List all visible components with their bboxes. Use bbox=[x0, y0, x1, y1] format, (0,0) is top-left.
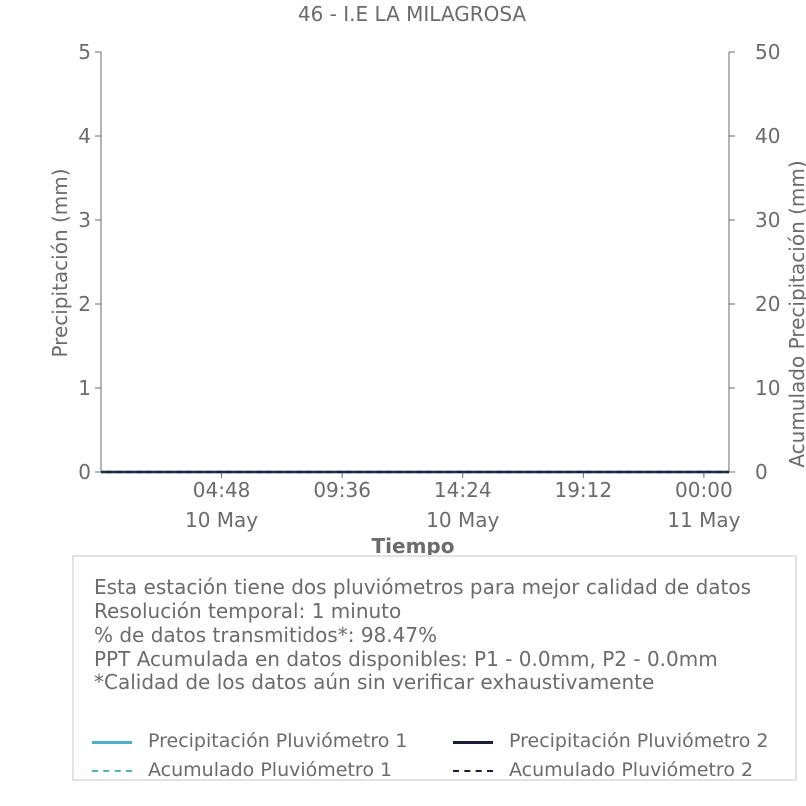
chart-title: 46 - I.E LA MILAGROSA bbox=[298, 2, 527, 26]
right-y-tick-label: 30 bbox=[755, 208, 780, 232]
right-y-tick-label: 10 bbox=[755, 376, 780, 400]
legend-label: Acumulado Pluviómetro 2 bbox=[509, 759, 754, 781]
legend-label: Precipitación Pluviómetro 1 bbox=[148, 730, 408, 752]
legend-line-dashed-teal bbox=[92, 770, 132, 772]
right-y-tick-label: 50 bbox=[755, 40, 780, 64]
right-y-tick-label: 40 bbox=[755, 124, 780, 148]
precipitation-chart: 46 - I.E LA MILAGROSA 012345010203040500… bbox=[48, 2, 806, 558]
x-axis-title: Tiempo bbox=[372, 534, 455, 558]
left-y-tick-label: 5 bbox=[78, 40, 91, 64]
x-tick-label-date: 11 May bbox=[667, 508, 740, 532]
left-y-tick-label: 2 bbox=[78, 292, 91, 316]
info-line-quality-note: *Calidad de los datos aún sin verificar … bbox=[94, 670, 655, 694]
x-tick-label-date: 10 May bbox=[185, 508, 258, 532]
legend-line-solid-teal bbox=[92, 741, 132, 744]
legend-label: Acumulado Pluviómetro 1 bbox=[148, 759, 393, 781]
left-y-tick-label: 1 bbox=[78, 376, 91, 400]
left-y-tick-label: 3 bbox=[78, 208, 91, 232]
x-tick-label-time: 00:00 bbox=[675, 478, 733, 502]
info-line-resolution: Resolución temporal: 1 minuto bbox=[94, 599, 402, 623]
x-tick-label-time: 14:24 bbox=[434, 478, 492, 502]
legend-label: Precipitación Pluviómetro 2 bbox=[509, 730, 769, 752]
chart-axes bbox=[95, 51, 735, 478]
left-y-tick-label: 0 bbox=[78, 460, 91, 484]
legend-line-dashed-navy bbox=[453, 770, 493, 772]
x-tick-label-date: 10 May bbox=[426, 508, 499, 532]
left-y-axis-title: Precipitación (mm) bbox=[48, 168, 72, 357]
info-line-description: Esta estación tiene dos pluviómetros par… bbox=[94, 575, 752, 599]
x-tick-label-time: 09:36 bbox=[313, 478, 371, 502]
left-y-tick-label: 4 bbox=[78, 124, 91, 148]
info-box: Esta estación tiene dos pluviómetros par… bbox=[72, 555, 797, 781]
info-line-transmitted: % de datos transmitidos*: 98.47% bbox=[94, 623, 438, 647]
right-y-tick-label: 20 bbox=[755, 292, 780, 316]
x-tick-label-time: 19:12 bbox=[554, 478, 612, 502]
x-tick-label-time: 04:48 bbox=[193, 478, 251, 502]
right-y-tick-label: 0 bbox=[755, 460, 768, 484]
legend-line-solid-navy bbox=[453, 741, 493, 744]
right-y-axis-title: Acumulado Precipitación (mm) bbox=[785, 160, 806, 467]
info-line-accumulated: PPT Acumulada en datos disponibles: P1 -… bbox=[94, 647, 718, 671]
